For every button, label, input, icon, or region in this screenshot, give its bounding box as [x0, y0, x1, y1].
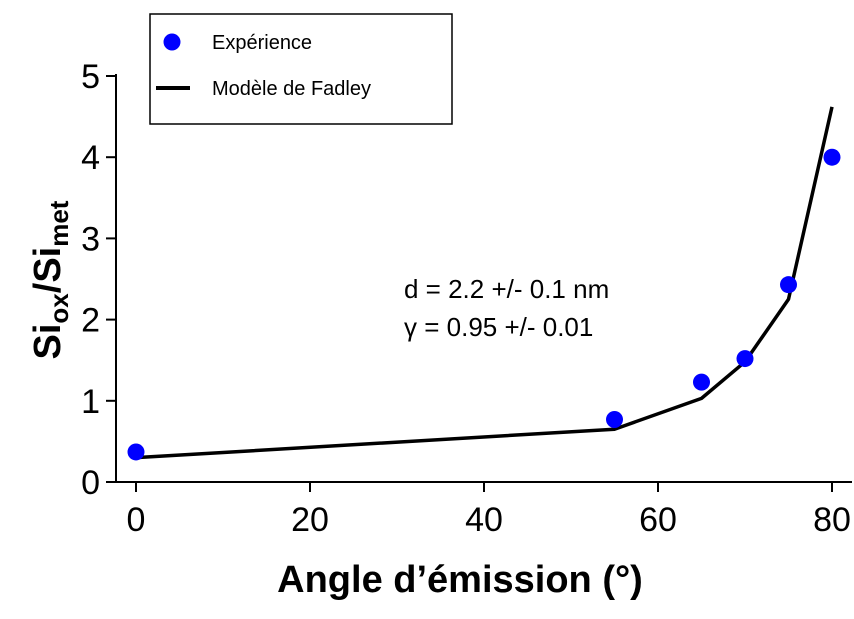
- x-tick-label: 80: [813, 501, 851, 539]
- legend-label-experience: Expérience: [212, 32, 312, 54]
- x-tick-label: 20: [291, 501, 329, 539]
- x-axis-title: Angle d’émission (°): [277, 559, 643, 601]
- fadley-model-line: [135, 106, 834, 460]
- legend-marker-experience: [163, 33, 181, 51]
- y-tick-label: 5: [81, 58, 100, 96]
- y-tick-label: 0: [81, 464, 100, 502]
- y-tick-label: 2: [81, 302, 100, 340]
- annotation-gamma: γ = 0.95 +/- 0.01: [404, 312, 593, 342]
- y-axis-title-sub-ox: ox: [44, 293, 74, 324]
- y-axis-title: Siox/Simet: [27, 200, 74, 359]
- ticks: [106, 75, 833, 492]
- experiment-series: [127, 148, 841, 461]
- experiment-point: [780, 276, 797, 294]
- x-tick-label: 0: [127, 501, 146, 539]
- experiment-point: [127, 443, 145, 461]
- y-tick-label: 3: [81, 220, 100, 258]
- y-axis-title-main: Si: [27, 324, 69, 360]
- annotation-thickness: d = 2.2 +/- 0.1 nm: [404, 274, 609, 304]
- experiment-point: [606, 410, 623, 428]
- y-tick-label: 1: [81, 383, 100, 421]
- tick-labels: 0 20 40 60 80 0 1 2 3 4 5: [81, 58, 851, 539]
- experiment-point: [823, 148, 841, 166]
- y-tick-label: 4: [81, 139, 100, 177]
- y-axis-title-sub-met: met: [44, 200, 74, 247]
- legend: Expérience Modèle de Fadley: [149, 13, 453, 125]
- experiment-point: [736, 350, 754, 368]
- fadley-model-series: [135, 106, 834, 460]
- experiment-point: [693, 373, 710, 391]
- legend-label-fadley: Modèle de Fadley: [212, 78, 371, 100]
- y-axis-title-sep: /Si: [27, 247, 69, 293]
- x-tick-label: 40: [465, 501, 503, 539]
- legend-box: [149, 13, 453, 125]
- x-tick-label: 60: [639, 501, 677, 539]
